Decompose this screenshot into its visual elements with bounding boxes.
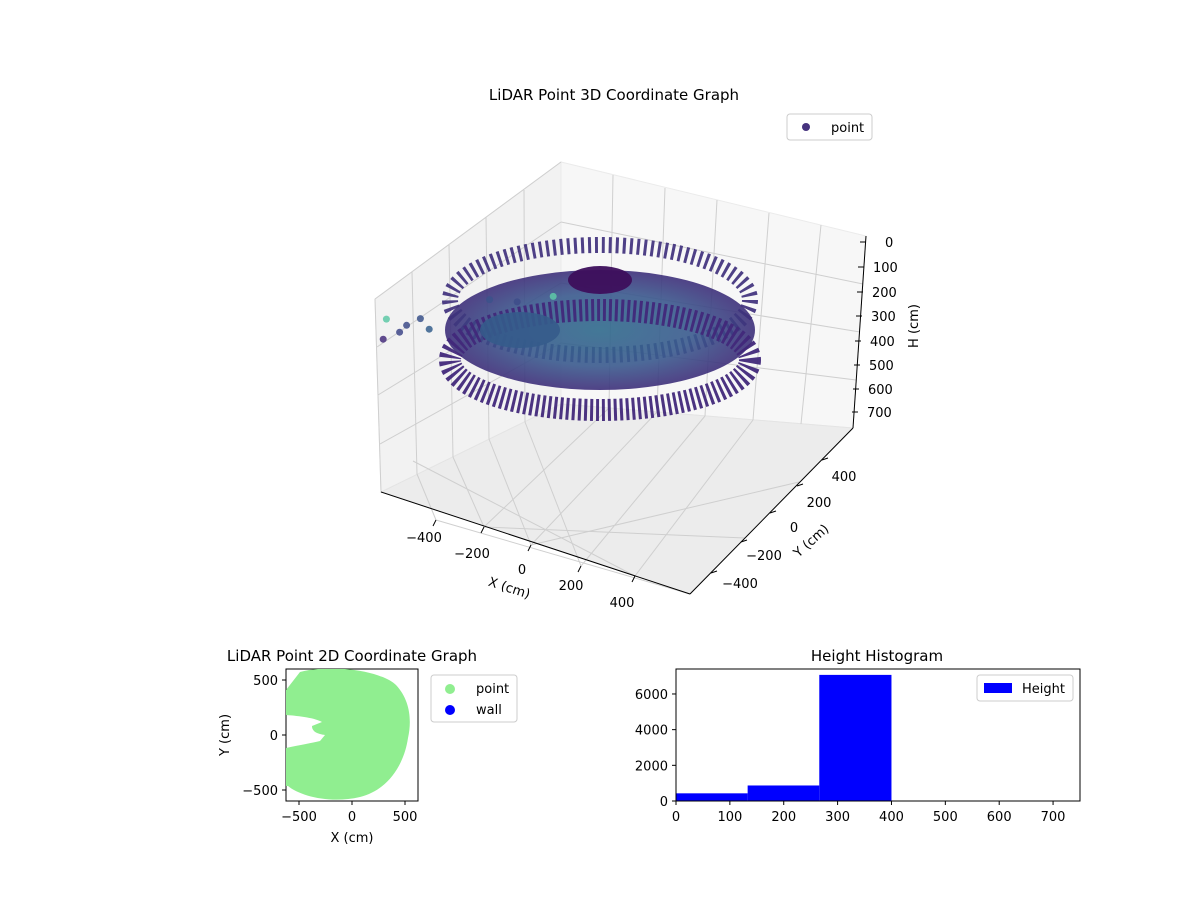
legend-histogram-frame [976, 674, 1074, 702]
legend-2d: point wall [430, 674, 518, 723]
histogram-bars [676, 674, 892, 801]
x-ticks-3d: −400 −200 0 200 400 [406, 519, 636, 611]
legend-2d-marker-point [445, 684, 455, 694]
chart-3d-title: LiDAR Point 3D Coordinate Graph [489, 86, 739, 104]
y-tick-label: 0 [790, 521, 798, 536]
histogram-frame [675, 668, 1081, 802]
y-tick-label-2d: −500 [242, 784, 278, 799]
scatter-3d-points [379, 237, 761, 421]
x-tick-label-2d: 500 [393, 810, 418, 825]
legend-2d-marker-wall [445, 705, 455, 715]
x-axis-label-2d: X (cm) [331, 831, 374, 846]
z-tick-label: 0 [885, 236, 893, 251]
histogram-bar [676, 793, 748, 801]
x-tick-label-2d: −500 [281, 810, 317, 825]
y-tick-label: 400 [832, 470, 857, 485]
legend-histogram: Height [976, 674, 1074, 702]
histogram-x-tick-label: 200 [771, 810, 796, 825]
y-tick-label-2d: 500 [253, 674, 278, 689]
scatter-3d-point [382, 315, 390, 323]
scatter-2d-disc [286, 669, 410, 800]
ring-top-cluster [568, 266, 632, 294]
z-tick-label: 300 [871, 310, 896, 325]
x-tick-label: 0 [518, 563, 526, 578]
x-axis-label-3d: X (cm) [486, 575, 532, 603]
ring-body [445, 270, 755, 390]
y-ticks-2d: 500 0 −500 [242, 674, 286, 799]
z-tick-label: 200 [872, 286, 897, 301]
histogram-x-tick-label: 500 [933, 810, 958, 825]
x-axis-line [380, 491, 691, 595]
scatter-dots [379, 292, 557, 343]
x-tick-label: 200 [559, 579, 584, 594]
histogram-x-tick-label: 100 [717, 810, 742, 825]
y-axis-label-2d: Y (cm) [218, 714, 233, 757]
scatter-3d-point [513, 298, 521, 306]
legend-3d: point [786, 113, 873, 141]
x-tick-label: −200 [454, 547, 490, 562]
histogram-x-tick-label: 0 [672, 810, 680, 825]
z-ticks-3d: 0 100 200 300 400 500 600 700 [852, 236, 898, 421]
ring-front-wall [439, 299, 761, 421]
z-tick-label: 600 [868, 383, 893, 398]
histogram-y-tick-label: 0 [660, 795, 668, 810]
y-axis-line [689, 427, 854, 595]
z-tick-label: 100 [873, 261, 898, 276]
x-tick-label: −400 [406, 531, 442, 546]
chart-histogram: Height Histogram 0 100 200 300 400 500 600 700 … [635, 647, 1081, 825]
legend-histogram-swatch [984, 683, 1012, 693]
z-axis-line [852, 235, 867, 429]
scatter-3d-point [416, 315, 424, 323]
legend-2d-label-wall: wall [476, 703, 502, 718]
y-tick-label: −200 [746, 549, 782, 564]
y-tick-label-2d: 0 [270, 729, 278, 744]
scatter-3d-point [403, 321, 411, 329]
histogram-title: Height Histogram [811, 647, 943, 665]
scatter-3d-point [549, 292, 557, 300]
z-tick-label: 400 [870, 335, 895, 350]
histogram-y-ticks: 0 2000 4000 6000 [635, 688, 676, 810]
legend-3d-frame [786, 113, 873, 141]
y-ticks-3d: 400 200 0 −200 −400 [710, 457, 857, 592]
chart-3d: LiDAR Point 3D Coordinate Graph [374, 86, 922, 611]
z-tick-label: 700 [867, 406, 892, 421]
x-tick-label: 400 [610, 596, 635, 611]
legend-3d-label: point [831, 121, 864, 136]
chart-2d: LiDAR Point 2D Coordinate Graph −500 0 5… [218, 647, 518, 846]
legend-2d-label-point: point [476, 682, 509, 697]
legend-histogram-label: Height [1022, 682, 1065, 697]
ring-inner-cut [480, 312, 560, 348]
legend-3d-marker [802, 123, 810, 131]
y-tick-label: 200 [807, 496, 832, 511]
z-axis-label-3d: H (cm) [907, 304, 922, 348]
histogram-bar [819, 674, 892, 801]
histogram-x-tick-label: 600 [987, 810, 1012, 825]
histogram-y-tick-label: 2000 [635, 759, 668, 774]
histogram-x-tick-label: 300 [825, 810, 850, 825]
histogram-y-tick-label: 6000 [635, 688, 668, 703]
z-tick-label: 500 [869, 359, 894, 374]
scatter-2d-points [286, 669, 410, 800]
scatter-3d-point [396, 328, 404, 336]
histogram-x-tick-label: 700 [1041, 810, 1066, 825]
scatter-3d-point [425, 325, 433, 333]
histogram-x-tick-label: 400 [879, 810, 904, 825]
x-ticks-2d: −500 0 500 [281, 801, 417, 825]
histogram-x-ticks: 0 100 200 300 400 500 600 700 [672, 801, 1066, 825]
scatter-3d-point [379, 335, 387, 343]
histogram-y-tick-label: 4000 [635, 724, 668, 739]
x-tick-label-2d: 0 [348, 810, 356, 825]
chart-2d-title: LiDAR Point 2D Coordinate Graph [227, 647, 477, 665]
scatter-3d-point [486, 296, 494, 304]
y-tick-label: −400 [722, 577, 758, 592]
histogram-bar [747, 785, 820, 801]
